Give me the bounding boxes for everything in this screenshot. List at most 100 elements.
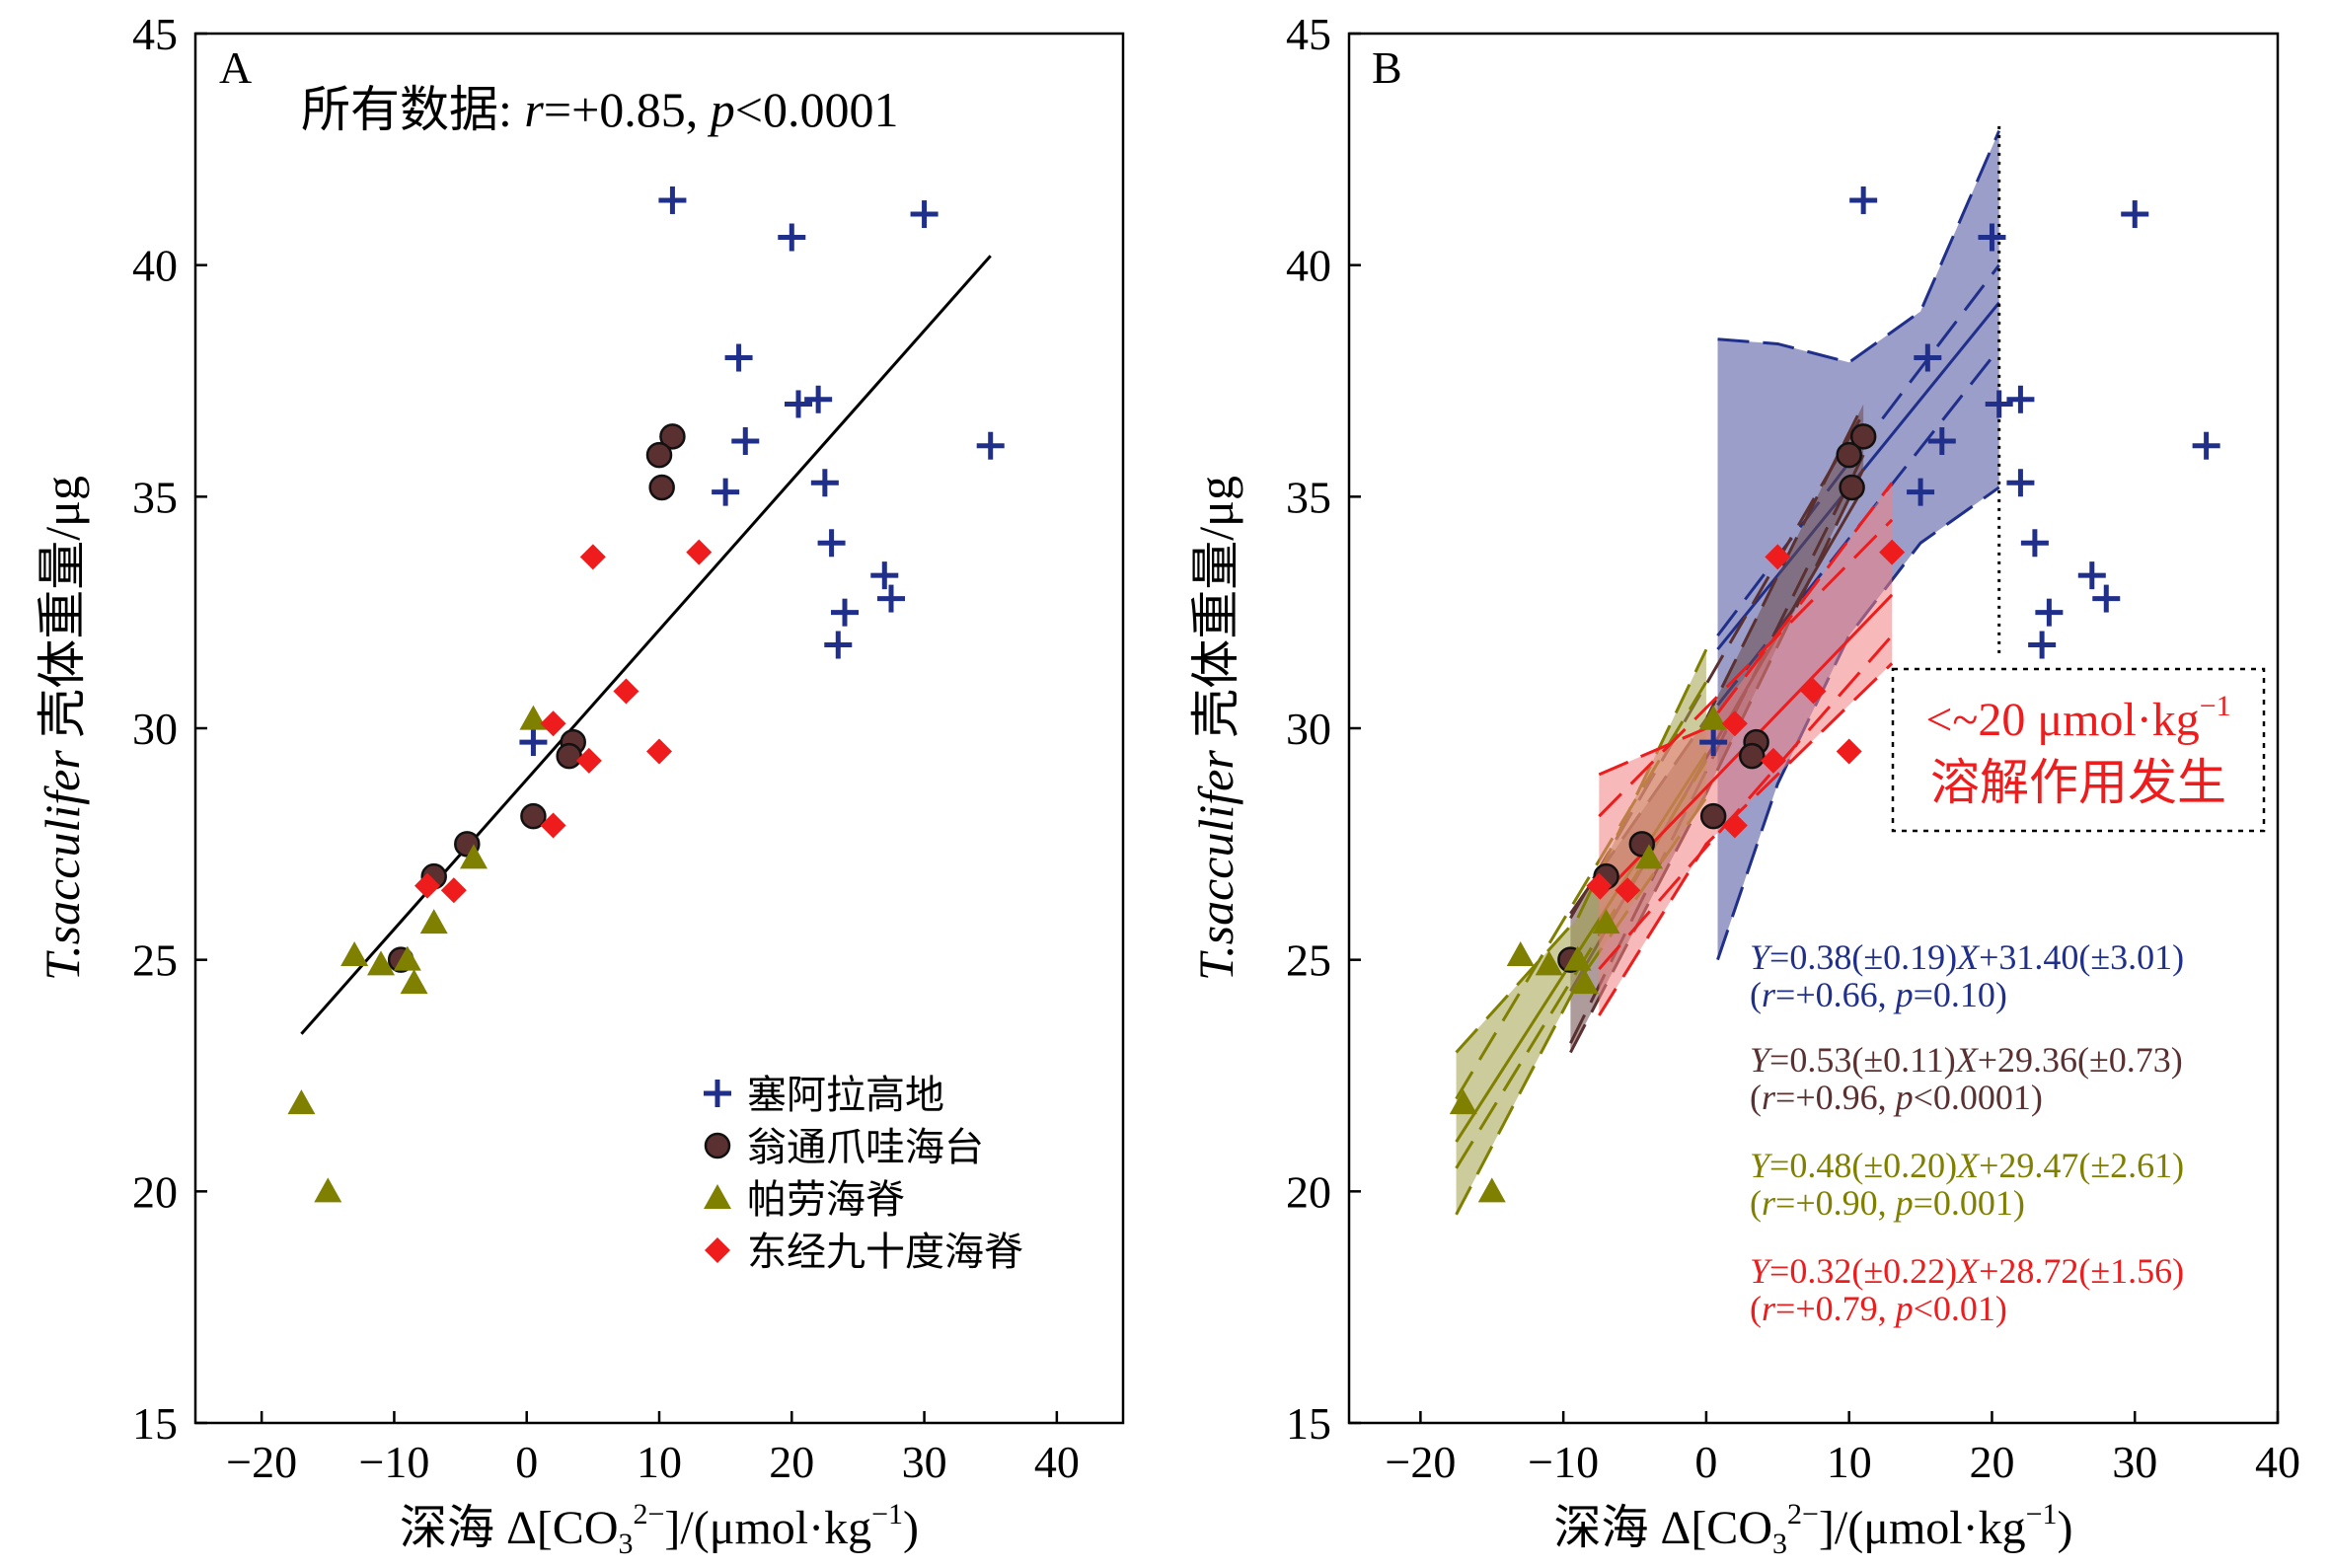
y-tick-label: 45 bbox=[1286, 9, 1331, 59]
data-point-triangle bbox=[340, 940, 369, 966]
legend-label: 帕劳海脊 bbox=[747, 1177, 905, 1222]
equation-stats: (r=+0.90, p=0.001) bbox=[1750, 1183, 2025, 1223]
legend-label: 翁通爪哇海台 bbox=[747, 1125, 984, 1169]
data-point-diamond bbox=[1836, 738, 1862, 765]
x-axis-label: 深海 Δ[CO32−]/(μmol·kg−1) bbox=[400, 1498, 919, 1560]
slope-bound-line bbox=[1455, 681, 1708, 1100]
data-point-circle bbox=[520, 802, 547, 830]
slope-bound-line bbox=[1598, 635, 1894, 971]
confidence-lower bbox=[1716, 485, 2000, 961]
x-tick-label: −20 bbox=[226, 1437, 297, 1487]
panel-b: −20 −10 0 10 20 30 40 15 20 25 30 35 40 45 深海 Δ[CO32−]… bbox=[1188, 9, 2300, 1560]
data-point-plus bbox=[804, 385, 833, 413]
confidence-lower bbox=[1598, 662, 1894, 1016]
legend-marker-plus bbox=[704, 1080, 731, 1107]
slope-bound-line bbox=[1598, 518, 1894, 818]
data-point-plus bbox=[976, 431, 1005, 460]
data-point-diamond bbox=[686, 539, 713, 565]
data-point-triangle bbox=[314, 1177, 342, 1203]
data-point-triangle bbox=[1570, 969, 1599, 995]
data-point-plus bbox=[2192, 431, 2220, 460]
callout-line-2: 溶解作用发生 bbox=[1930, 755, 2226, 810]
data-point-circle bbox=[1836, 441, 1862, 469]
data-point-plus bbox=[724, 343, 753, 372]
data-point-plus bbox=[778, 223, 806, 252]
x-tick-label: 10 bbox=[637, 1437, 682, 1487]
x-tick-label: 0 bbox=[1694, 1437, 1717, 1487]
callout-box bbox=[1891, 667, 2266, 833]
data-point-circle bbox=[556, 742, 582, 770]
x-tick-label: 10 bbox=[1827, 1437, 1872, 1487]
equation-line: Y=0.53(±0.11)X+29.36(±0.73) bbox=[1750, 1040, 2183, 1080]
data-point-plus bbox=[2020, 529, 2049, 558]
legend-label: 塞阿拉高地 bbox=[747, 1073, 944, 1117]
data-point-plus bbox=[824, 631, 853, 659]
regression-equations: Y=0.38(±0.19)X+31.40(±3.01)(r=+0.66, p=0… bbox=[1750, 937, 2184, 1328]
x-tick-label: 20 bbox=[1969, 1437, 2014, 1487]
data-point-diamond bbox=[440, 877, 467, 904]
data-point-plus bbox=[910, 200, 939, 229]
data-point-diamond bbox=[579, 544, 606, 570]
data-point-diamond bbox=[613, 678, 639, 705]
y-tick-label: 20 bbox=[1286, 1166, 1331, 1217]
y-tick-label: 25 bbox=[132, 935, 178, 986]
data-point-triangle bbox=[1535, 950, 1563, 976]
y-tick-label: 25 bbox=[1286, 935, 1331, 986]
data-point-circle bbox=[645, 441, 673, 469]
data-point-diamond bbox=[1586, 872, 1613, 899]
data-point-triangle bbox=[519, 705, 548, 730]
y-tick-label: 15 bbox=[1286, 1398, 1331, 1449]
data-point-plus bbox=[1985, 390, 2013, 418]
y-tick-label: 20 bbox=[132, 1166, 178, 1217]
x-tick-label: 20 bbox=[769, 1437, 814, 1487]
data-point-diamond bbox=[414, 872, 440, 899]
equation-stats: (r=+0.66, p=0.10) bbox=[1750, 975, 2007, 1014]
data-point-plus bbox=[831, 598, 859, 627]
data-point-diamond bbox=[1721, 710, 1748, 737]
panel-label: A bbox=[219, 42, 252, 93]
y-axis-label: T.sacculifer 壳体重量/μg bbox=[35, 476, 90, 981]
data-point-circle bbox=[1738, 742, 1766, 770]
x-tick-label: 30 bbox=[2112, 1437, 2157, 1487]
data-point-plus bbox=[712, 478, 740, 506]
data-point-diamond bbox=[1765, 544, 1791, 570]
equation-line: Y=0.48(±0.20)X+29.47(±2.61) bbox=[1750, 1146, 2184, 1185]
data-point-plus bbox=[877, 584, 905, 613]
x-tick-label: −10 bbox=[1528, 1437, 1599, 1487]
data-point-triangle bbox=[1449, 1089, 1477, 1115]
data-point-triangle bbox=[1635, 844, 1664, 869]
x-tick-label: −20 bbox=[1385, 1437, 1456, 1487]
confidence-upper bbox=[1455, 648, 1708, 1054]
data-point-diamond bbox=[1800, 678, 1827, 705]
data-point-plus bbox=[2006, 469, 2035, 497]
data-point-plus bbox=[2006, 385, 2035, 413]
data-point-circle bbox=[1849, 423, 1877, 450]
data-point-plus bbox=[2092, 584, 2121, 613]
data-point-diamond bbox=[1721, 812, 1748, 839]
data-point-triangle bbox=[287, 1089, 316, 1115]
data-point-plus bbox=[870, 561, 899, 590]
legend-marker-diamond bbox=[705, 1237, 730, 1263]
x-tick-label: 30 bbox=[902, 1437, 947, 1487]
legend-marker-triangle bbox=[704, 1184, 731, 1209]
data-point-plus bbox=[1927, 427, 1956, 456]
data-point-plus bbox=[658, 186, 687, 214]
confidence-upper bbox=[1717, 129, 2001, 364]
y-tick-label: 40 bbox=[132, 241, 178, 291]
stats-annotation: 所有数据: r=+0.85, p<0.0001 bbox=[301, 82, 898, 137]
y-axis-label: T.sacculifer 壳体重量/μg bbox=[1188, 476, 1243, 981]
data-point-diamond bbox=[575, 747, 602, 774]
legend-label: 东经九十度海脊 bbox=[747, 1230, 1023, 1274]
y-tick-label: 30 bbox=[132, 704, 178, 754]
x-axis-label: 深海 Δ[CO32−]/(μmol·kg−1) bbox=[1553, 1498, 2072, 1560]
y-tick-label: 35 bbox=[1286, 472, 1331, 522]
panel-label: B bbox=[1372, 42, 1402, 93]
data-point-plus bbox=[1699, 728, 1728, 757]
data-point-diamond bbox=[646, 738, 672, 765]
data-point-triangle bbox=[1592, 909, 1620, 934]
data-point-triangle bbox=[393, 945, 421, 971]
series-4 bbox=[1586, 539, 1906, 904]
series-3 bbox=[1449, 705, 1728, 1203]
data-point-triangle bbox=[1506, 940, 1535, 966]
